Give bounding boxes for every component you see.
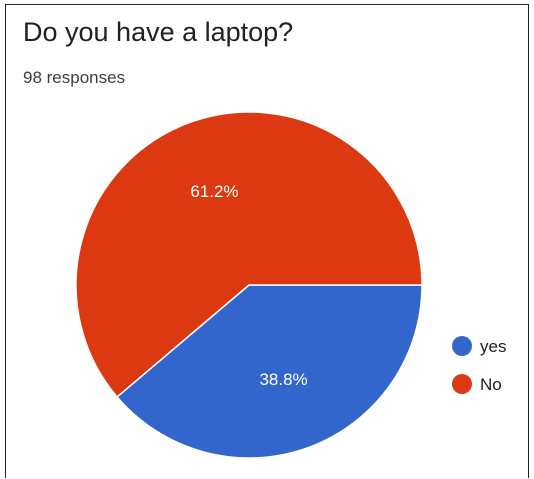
chart-card: Do you have a laptop? 98 responses 38.8%…	[5, 4, 529, 478]
legend-swatch-yes	[452, 336, 472, 356]
legend-label-yes: yes	[480, 337, 506, 356]
pie-slices	[75, 111, 423, 459]
slice-label-yes: 38.8%	[259, 370, 307, 389]
legend: yes No	[452, 336, 506, 394]
pie-slice-no	[75, 111, 423, 398]
pie-slice-yes	[116, 284, 423, 459]
slice-label-no: 61.2%	[190, 182, 238, 201]
legend-label-no: No	[480, 375, 502, 394]
response-count: 98 responses	[23, 68, 126, 87]
legend-swatch-no	[452, 374, 472, 394]
slice-labels: 38.8% 61.2%	[190, 182, 307, 389]
pie-chart: 38.8% 61.2% yes No	[75, 111, 506, 459]
chart-title: Do you have a laptop?	[23, 17, 294, 47]
